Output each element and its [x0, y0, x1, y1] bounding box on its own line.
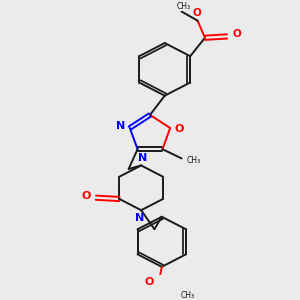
Text: CH₃: CH₃: [177, 2, 191, 11]
Text: O: O: [145, 277, 154, 287]
Text: O: O: [82, 191, 91, 201]
Text: N: N: [116, 121, 125, 131]
Text: O: O: [175, 124, 184, 134]
Text: CH₃: CH₃: [187, 156, 201, 165]
Text: O: O: [232, 29, 241, 39]
Text: O: O: [193, 8, 202, 18]
Text: CH₃: CH₃: [180, 291, 194, 300]
Text: N: N: [135, 213, 144, 223]
Text: N: N: [138, 153, 147, 163]
